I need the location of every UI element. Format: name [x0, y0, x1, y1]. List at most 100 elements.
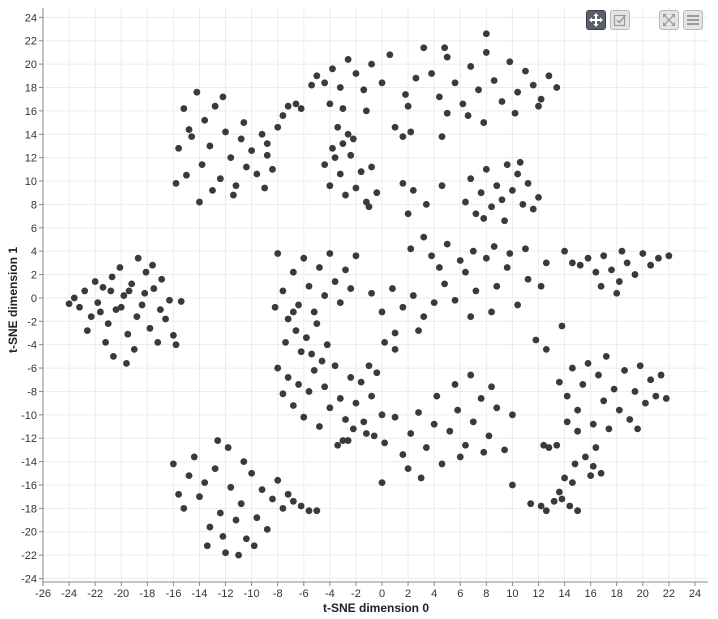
- data-point: [469, 418, 477, 426]
- y-tick-label: -6: [27, 363, 37, 375]
- data-point: [584, 359, 592, 367]
- data-point: [133, 313, 141, 321]
- data-point: [537, 95, 545, 103]
- data-point: [378, 308, 386, 316]
- data-point: [344, 437, 352, 444]
- data-point: [263, 151, 271, 159]
- data-point: [357, 378, 365, 386]
- x-tick-label: 14: [558, 588, 570, 600]
- data-point: [527, 500, 535, 508]
- data-point: [615, 278, 623, 285]
- data-point: [613, 289, 621, 297]
- data-point: [493, 182, 501, 190]
- data-point: [422, 200, 430, 208]
- y-tick-label: 6: [31, 223, 37, 235]
- data-point: [326, 182, 334, 190]
- data-point: [284, 490, 292, 498]
- data-point: [237, 500, 245, 508]
- data-point: [130, 345, 138, 353]
- data-point: [404, 210, 412, 218]
- data-point: [274, 123, 282, 131]
- data-point: [362, 107, 370, 115]
- data-point: [467, 313, 475, 321]
- data-point: [112, 306, 120, 314]
- data-point: [451, 79, 459, 87]
- data-point: [279, 504, 287, 512]
- data-point: [462, 268, 469, 276]
- data-point: [70, 294, 78, 302]
- data-point: [274, 364, 282, 372]
- data-point: [477, 189, 485, 197]
- data-point: [618, 247, 626, 255]
- data-point: [263, 525, 271, 533]
- data-point: [501, 217, 508, 225]
- select-icon: [613, 14, 627, 27]
- data-point: [529, 81, 537, 89]
- menu-button[interactable]: [683, 10, 703, 30]
- data-point: [222, 549, 229, 557]
- data-point: [639, 250, 647, 257]
- data-point: [295, 301, 302, 309]
- data-point: [542, 259, 550, 267]
- data-point: [475, 86, 482, 94]
- data-point: [180, 105, 188, 112]
- data-point: [407, 245, 415, 253]
- x-tick-label: -22: [87, 588, 103, 600]
- data-point: [172, 341, 180, 349]
- data-point: [438, 133, 446, 140]
- data-point: [211, 465, 219, 473]
- data-point: [529, 205, 537, 213]
- data-point: [102, 338, 109, 346]
- x-tick-label: 20: [637, 588, 649, 600]
- data-point: [196, 198, 203, 206]
- data-point: [123, 359, 130, 367]
- data-point: [488, 383, 495, 391]
- data-point: [336, 84, 344, 91]
- data-point: [595, 371, 602, 379]
- data-point: [391, 123, 399, 131]
- y-tick-label: -8: [27, 386, 37, 398]
- y-tick-label: -22: [21, 550, 37, 562]
- data-point: [134, 254, 142, 262]
- y-tick-label: 4: [31, 246, 37, 258]
- data-point: [597, 282, 605, 290]
- data-point: [415, 409, 422, 416]
- select-button[interactable]: [610, 10, 630, 30]
- data-point: [600, 397, 608, 405]
- data-point: [253, 170, 261, 178]
- y-tick-label: -24: [21, 573, 37, 585]
- data-point: [124, 330, 132, 338]
- data-point: [428, 252, 435, 260]
- data-point: [509, 481, 516, 489]
- data-point: [430, 420, 438, 428]
- data-point: [480, 215, 488, 222]
- x-tick-label: 4: [431, 588, 437, 600]
- data-point: [150, 285, 158, 292]
- data-point: [300, 413, 308, 421]
- data-point: [441, 44, 449, 52]
- move-button[interactable]: [586, 10, 606, 30]
- data-point: [219, 93, 227, 101]
- data-point: [522, 245, 529, 253]
- data-point: [623, 259, 631, 267]
- x-tick-label: -20: [113, 588, 129, 600]
- data-point: [240, 458, 248, 465]
- move-icon: [589, 13, 603, 27]
- data-point: [532, 336, 540, 344]
- data-point: [482, 165, 490, 173]
- data-point: [193, 88, 201, 96]
- data-point: [574, 406, 582, 414]
- data-point: [279, 112, 287, 119]
- data-point: [263, 140, 271, 148]
- data-point: [336, 170, 344, 178]
- data-point: [289, 497, 297, 505]
- data-point: [435, 93, 443, 101]
- y-tick-label: -12: [21, 433, 37, 445]
- data-point: [326, 250, 334, 257]
- x-tick-label: -12: [218, 588, 234, 600]
- data-point: [561, 247, 568, 255]
- fullscreen-button[interactable]: [659, 10, 679, 30]
- data-point: [488, 308, 495, 316]
- data-point: [381, 439, 389, 447]
- data-point: [190, 453, 198, 461]
